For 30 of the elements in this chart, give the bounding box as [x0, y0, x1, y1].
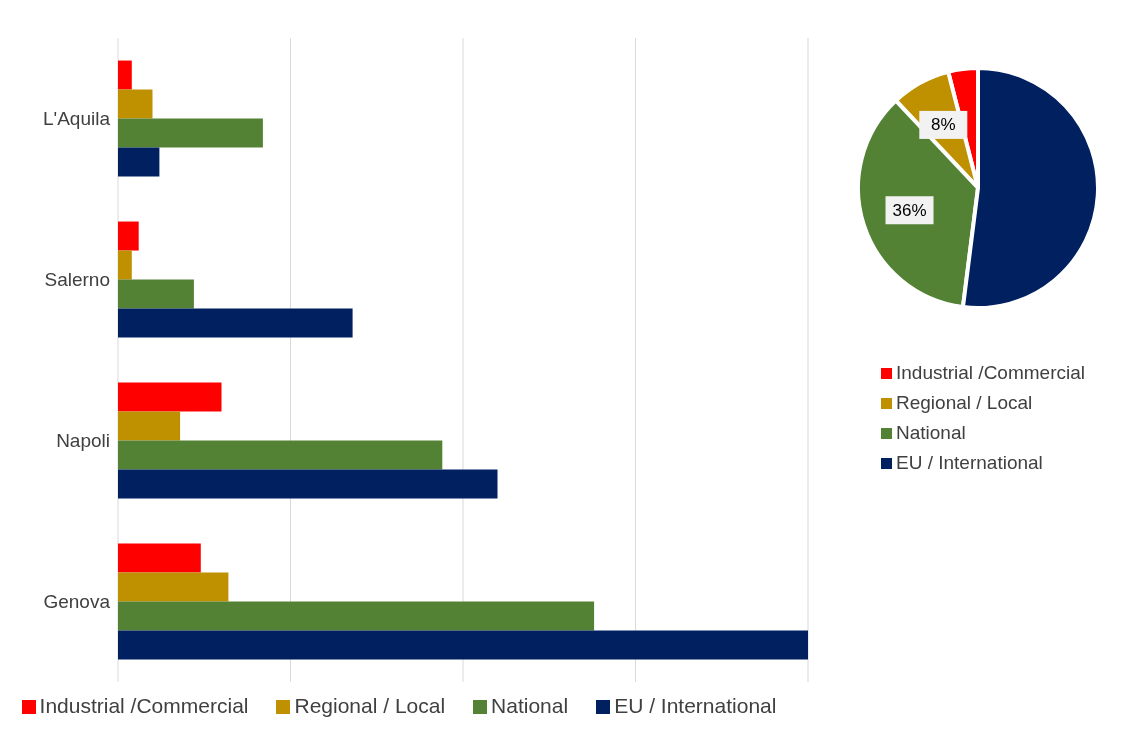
bar [118, 382, 222, 412]
legend-label: Industrial /Commercial [39, 694, 249, 717]
bar [118, 411, 181, 441]
legend-label: National [896, 422, 966, 443]
bar [118, 60, 132, 90]
legend-label: Industrial /Commercial [896, 362, 1085, 383]
bar [118, 147, 160, 177]
legend-label: Regional / Local [896, 392, 1033, 413]
legend-label: EU / International [896, 452, 1043, 473]
bar [118, 221, 139, 251]
bar [118, 543, 201, 573]
bar [118, 89, 153, 119]
y-tick-label: Napoli [56, 430, 110, 452]
legend-label: Regional / Local [294, 694, 446, 717]
legend-label: National [491, 694, 569, 717]
bar [118, 250, 132, 280]
bar [118, 469, 498, 499]
y-tick-label: L'Aquila [42, 108, 111, 130]
data-label: 8% [931, 115, 956, 135]
bar [118, 118, 263, 148]
y-tick-label: Genova [43, 591, 111, 613]
data-label: 36% [892, 200, 927, 220]
bar [118, 630, 808, 660]
bar [118, 440, 443, 470]
bar [118, 601, 595, 631]
y-tick-label: Salerno [44, 269, 110, 291]
legend-label: EU / International [614, 694, 777, 717]
bar [118, 572, 229, 602]
bar [118, 279, 194, 309]
bar [118, 308, 353, 338]
